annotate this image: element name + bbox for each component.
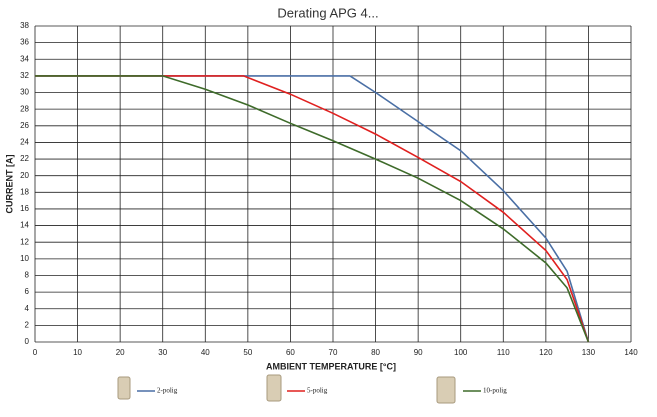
x-tick-label: 20 bbox=[116, 348, 125, 357]
x-tick-label: 120 bbox=[539, 348, 553, 357]
x-tick-label: 80 bbox=[371, 348, 380, 357]
x-tick-label: 30 bbox=[158, 348, 167, 357]
x-tick-label: 140 bbox=[624, 348, 638, 357]
y-tick-label: 28 bbox=[20, 104, 29, 113]
y-tick-label: 14 bbox=[20, 221, 29, 230]
x-tick-label: 60 bbox=[286, 348, 295, 357]
series-line bbox=[35, 75, 590, 343]
connector-icon bbox=[436, 376, 456, 404]
y-tick-label: 0 bbox=[25, 337, 30, 346]
y-tick-label: 30 bbox=[20, 88, 29, 97]
x-tick-label: 110 bbox=[497, 348, 510, 357]
chart-title: Derating APG 4... bbox=[277, 5, 378, 20]
y-tick-label: 22 bbox=[20, 154, 29, 163]
y-tick-label: 34 bbox=[20, 54, 29, 63]
x-tick-label: 70 bbox=[329, 348, 338, 357]
y-tick-label: 10 bbox=[20, 254, 29, 263]
y-tick-label: 26 bbox=[20, 121, 29, 130]
y-tick-label: 36 bbox=[20, 38, 29, 47]
legend-label: 2-polig bbox=[157, 387, 178, 395]
y-axis-label: CURRENT [A] bbox=[4, 155, 14, 214]
x-tick-label: 90 bbox=[414, 348, 423, 357]
x-tick-label: 100 bbox=[454, 348, 468, 357]
x-tick-label: 0 bbox=[33, 348, 38, 357]
y-tick-label: 12 bbox=[20, 237, 29, 246]
legend-label: 5-polig bbox=[307, 387, 328, 395]
series-line bbox=[35, 75, 590, 343]
x-axis-label: AMBIENT TEMPERATURE [°C] bbox=[266, 361, 396, 371]
y-tick-label: 8 bbox=[25, 271, 30, 280]
legend-icons bbox=[117, 374, 456, 404]
y-tick-label: 38 bbox=[20, 21, 29, 30]
x-tick-label: 40 bbox=[201, 348, 210, 357]
series-line bbox=[35, 75, 590, 343]
x-tick-label: 50 bbox=[243, 348, 252, 357]
legend-label: 10-polig bbox=[483, 387, 507, 395]
x-tick-label: 130 bbox=[582, 348, 596, 357]
y-tick-label: 6 bbox=[25, 287, 30, 296]
y-tick-label: 20 bbox=[20, 171, 29, 180]
connector-icon bbox=[117, 376, 131, 400]
y-tick-label: 32 bbox=[20, 71, 29, 80]
y-tick-label: 2 bbox=[25, 320, 30, 329]
connector-icon bbox=[266, 374, 282, 402]
y-tick-label: 18 bbox=[20, 187, 29, 196]
y-tick-label: 4 bbox=[25, 304, 30, 313]
y-tick-label: 16 bbox=[20, 204, 29, 213]
y-tick-label: 24 bbox=[20, 138, 29, 147]
x-tick-label: 10 bbox=[73, 348, 82, 357]
